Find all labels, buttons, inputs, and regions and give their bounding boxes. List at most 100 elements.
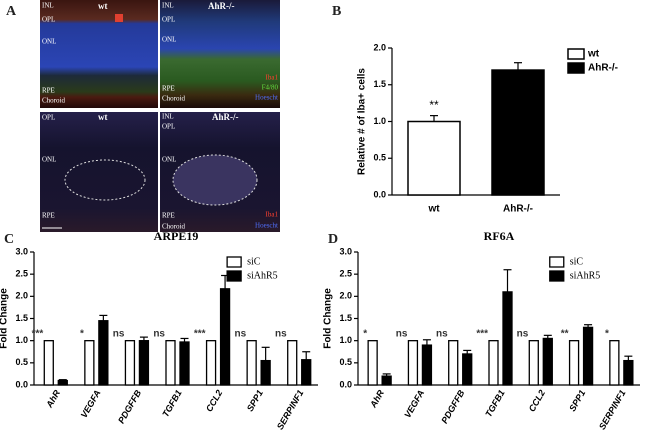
layer: OPL (162, 123, 175, 131)
legend-swatch (549, 256, 565, 268)
x-tick-label: SPP1 (567, 388, 587, 413)
micrograph (40, 112, 158, 232)
x-tick-label: AhR (44, 388, 63, 410)
legend-swatch (226, 256, 242, 268)
bar (165, 340, 176, 386)
y-tick-label: 2.0 (339, 291, 352, 301)
y-tick-label: 0.0 (339, 379, 352, 389)
layer: ONL (162, 36, 176, 44)
x-tick-label: TGFB1 (160, 388, 183, 419)
x-tick-label: PDGFFB (116, 388, 143, 425)
y-tick-label: 1.0 (373, 116, 386, 126)
chart-title: ARPE19 (154, 229, 199, 243)
y-axis-label: Fold Change (323, 288, 334, 349)
legend-label: siAhR5 (570, 270, 601, 281)
y-tick-label: 1.5 (15, 313, 28, 323)
layer: OPL (42, 16, 55, 24)
micrograph (40, 0, 158, 108)
bar (582, 326, 594, 386)
bar (462, 353, 473, 386)
bar (381, 375, 392, 386)
stain: F4/80 (262, 84, 279, 92)
micrograph (160, 0, 280, 108)
bar (84, 340, 95, 386)
x-tick-label: SERPINF1 (597, 388, 628, 431)
bar (568, 340, 580, 386)
bar (287, 340, 298, 386)
y-tick-label: 0.0 (15, 379, 28, 389)
layer: INL (162, 113, 174, 121)
y-tick-label: 0.5 (373, 153, 386, 163)
x-tick-label: SPP1 (245, 388, 265, 413)
stain: Iba1 (266, 74, 279, 82)
x-tick-label: PDGFFB (439, 388, 466, 425)
y-tick-label: 2.0 (15, 291, 28, 301)
stain: Hoescht (255, 94, 278, 102)
legend-label: siC (570, 256, 584, 267)
bar (542, 337, 553, 386)
ellipse (64, 159, 146, 201)
legend-swatch (567, 62, 585, 74)
x-tick-label: CCL2 (204, 388, 224, 413)
bar (623, 359, 634, 386)
bar (205, 340, 217, 386)
stain: Hoescht (255, 222, 278, 230)
significance: ns (436, 328, 448, 339)
bar (367, 340, 378, 386)
chart-title: RF6A (484, 229, 515, 243)
legend-label: siC (247, 256, 261, 267)
x-tick-label: CCL2 (527, 388, 547, 413)
y-tick-label: 1.5 (373, 79, 386, 89)
significance: *** (476, 328, 488, 339)
layer: RPE (42, 212, 55, 220)
y-tick-label: 2.5 (15, 269, 28, 279)
bar (179, 341, 190, 386)
significance: ** (561, 328, 569, 339)
panel-letter: D (328, 232, 338, 247)
layer: ONL (42, 156, 56, 164)
panel-letter: A (6, 4, 17, 19)
genotype: AhR-/- (212, 112, 239, 122)
bar (407, 120, 461, 196)
significance: ns (517, 328, 529, 339)
layer: INL (42, 2, 54, 10)
significance: ns (275, 328, 287, 339)
panel-a: A wt INL OPL ONL RPE Choroid AhR-/- INL … (6, 0, 280, 232)
bar (246, 340, 257, 386)
bar (609, 340, 620, 386)
layer: Choroid (162, 223, 185, 231)
genotype: wt (98, 1, 108, 11)
y-tick-label: 1.0 (15, 335, 28, 345)
panel-letter: C (4, 232, 14, 247)
layer: ONL (162, 156, 176, 164)
bar (407, 340, 419, 386)
legend-swatch (226, 270, 242, 282)
significance: ns (153, 328, 165, 339)
significance: ** (429, 98, 439, 112)
significance: ns (113, 328, 125, 339)
legend-label: siAhR5 (247, 270, 278, 281)
significance: * (80, 328, 84, 339)
significance: ns (396, 328, 408, 339)
layer: Choroid (42, 97, 65, 105)
bar (448, 340, 459, 386)
y-tick-label: 0.5 (15, 357, 28, 367)
significance: *** (32, 328, 44, 339)
layer: RPE (162, 85, 175, 93)
legend-swatch (549, 270, 565, 282)
y-tick-label: 3.0 (339, 246, 352, 256)
bar (260, 359, 271, 386)
bar (124, 340, 136, 386)
significance: * (605, 328, 609, 339)
layer: ONL (42, 38, 56, 46)
bar (528, 340, 539, 386)
layer: RPE (162, 212, 175, 220)
y-axis-label: Relative # of Iba+ cells (357, 68, 368, 175)
legend-swatch (567, 48, 585, 60)
y-tick-label: 2.0 (373, 42, 386, 52)
y-tick-label: 0.5 (339, 357, 352, 367)
bar (421, 344, 433, 386)
significance: * (363, 328, 367, 339)
ellipse (172, 154, 258, 206)
x-tick-label: TGFB1 (483, 388, 506, 419)
